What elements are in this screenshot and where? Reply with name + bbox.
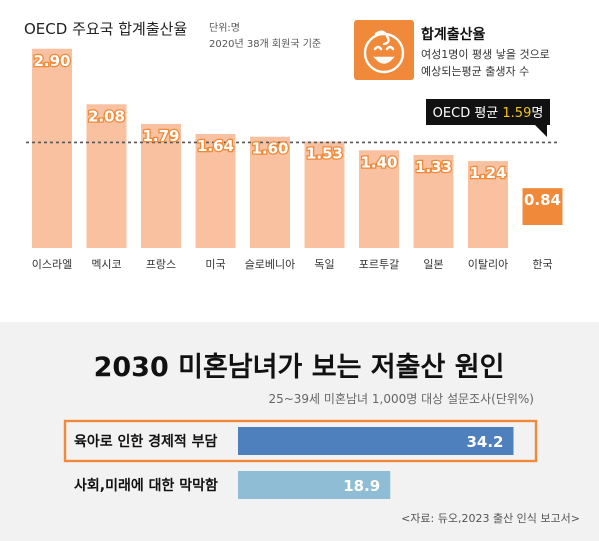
bar-9 (522, 188, 563, 225)
chart1-title: OECD 주요국 합계출산율 (24, 20, 187, 38)
category-label-3: 미국 (205, 258, 225, 271)
hbar-0 (238, 427, 514, 455)
bar-5 (304, 141, 345, 248)
category-label-2: 프랑스 (146, 258, 176, 271)
hbar-value-label-0: 34.2 (466, 433, 503, 451)
category-label-9: 한국 (532, 258, 552, 271)
bar-4 (250, 136, 290, 248)
oecd-average-label: OECD 평균 1.59명 (426, 99, 550, 137)
category-label-8: 이탈리아 (468, 258, 508, 271)
category-label-5: 독일 (314, 257, 334, 271)
bar-3 (195, 134, 236, 248)
bar-value-label-3: 1.64 (197, 137, 234, 155)
bar-6 (359, 150, 399, 248)
category-label-0: 이스라엘 (32, 258, 72, 271)
oecd-average-box (426, 99, 550, 125)
category-label-1: 멕시코 (91, 258, 121, 271)
chart1-unit-note: 단위:명 (209, 21, 240, 34)
hbar-1 (238, 471, 391, 499)
legend-line2: 예상되는평균 출생자 수 (421, 65, 529, 78)
bar-value-label-0: 2.90 (33, 52, 70, 70)
bar-8 (468, 161, 508, 248)
hbar-category-label-0: 육아로 인한 경제적 부담 (74, 433, 218, 450)
hbar-value-label-1: 18.9 (343, 477, 380, 495)
chart2-title: 2030 미혼남녀가 보는 저출산 원인 (94, 352, 505, 383)
legend-title: 합계출산율 (421, 26, 486, 43)
bar-value-label-8: 1.24 (469, 164, 506, 182)
bar-0 (32, 48, 72, 249)
legend: 합계출산율 여성1명이 평생 낳을 것으로 예상되는평균 출생자 수 (354, 20, 550, 80)
highlight-border (63, 419, 538, 463)
bar-2 (141, 123, 181, 248)
bar-7 (413, 155, 454, 248)
chart1-subtitle: 2020년 38개 회원국 기준 (209, 38, 321, 50)
source-note: <자료: 듀오,2023 출산 인식 보고서> (401, 512, 580, 525)
bar-value-label-4: 1.60 (251, 140, 288, 158)
bar-value-label-6: 1.40 (360, 153, 397, 171)
legend-line1: 여성1명이 평생 낳을 것으로 (421, 48, 550, 61)
baby-face-icon (363, 30, 405, 74)
bar-1 (86, 104, 127, 249)
oecd-average-text: OECD 평균 1.59명 (433, 106, 544, 121)
bar-value-label-2: 1.79 (142, 127, 179, 145)
hbar-category-label-1: 사회,미래에 대한 막막함 (74, 477, 218, 494)
bar-value-label-9: 0.84 (524, 191, 561, 209)
category-label-4: 슬로베니아 (245, 258, 296, 271)
chart2-subtitle: 25~39세 미혼남녀 1,000명 대상 설문조사(단위%) (268, 392, 534, 406)
category-label-7: 일본 (423, 257, 443, 271)
category-label-6: 포르투갈 (359, 257, 399, 271)
survey-chart: 2030 미혼남녀가 보는 저출산 원인 25~39세 미혼남녀 1,000명 … (63, 352, 580, 525)
bar-value-label-7: 1.33 (415, 158, 452, 176)
oecd-average-pointer (535, 125, 547, 137)
survey-panel: 2030 미혼남녀가 보는 저출산 원인 25~39세 미혼남녀 1,000명 … (0, 322, 599, 541)
bar-value-label-5: 1.53 (306, 144, 343, 162)
bar-value-label-1: 2.08 (88, 107, 125, 125)
fertility-rate-chart: OECD 주요국 합계출산율 단위:명 2020년 38개 회원국 기준 합계출… (24, 20, 563, 271)
